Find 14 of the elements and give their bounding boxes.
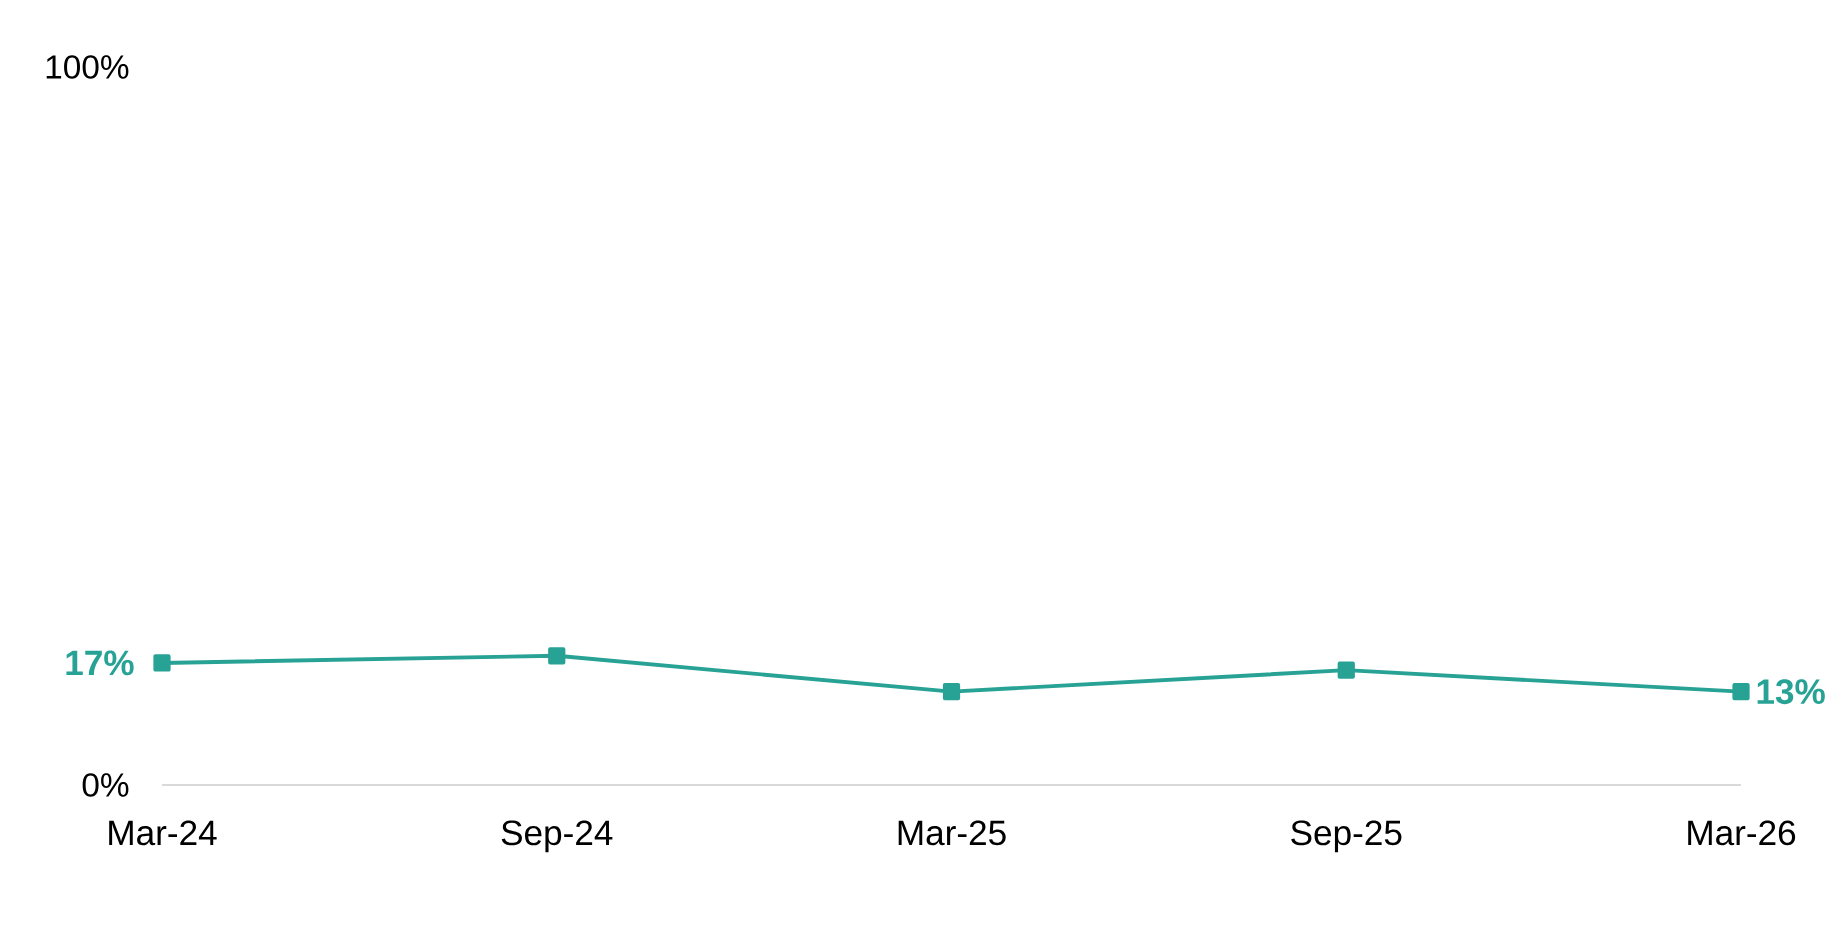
point	[942, 683, 961, 701]
x-tick-label: Mar-26	[1688, 820, 1796, 846]
x-tick-label: Sep-25	[1291, 820, 1402, 853]
y-tick-label: 100%	[46, 55, 129, 79]
y-tick-label: 0%	[82, 773, 129, 797]
x-tick-label: Sep-24	[501, 820, 613, 853]
point	[1732, 683, 1750, 701]
point	[548, 647, 566, 665]
point	[1337, 661, 1355, 679]
point	[153, 654, 171, 672]
x-tick-label: Mar-25	[898, 820, 1006, 846]
data-label: 17%	[66, 650, 134, 676]
data-label: 13%	[1757, 679, 1825, 705]
x-tick-label: Mar-24	[109, 820, 217, 846]
